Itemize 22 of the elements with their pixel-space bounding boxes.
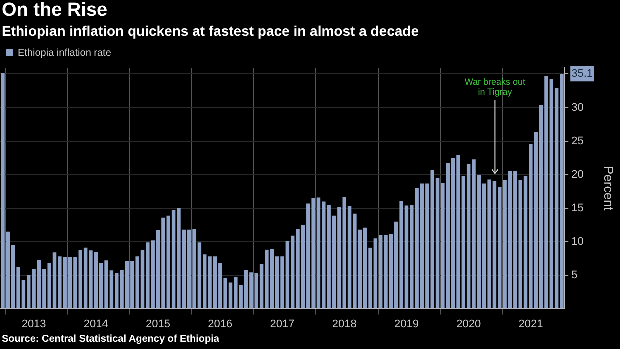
y-tick-label: 10 [572, 236, 584, 248]
y-tick-label: 20 [572, 169, 584, 182]
y-axis-title: Percent [601, 166, 616, 212]
x-tick-label: 2021 [518, 318, 544, 330]
y-tick-label: 5 [572, 269, 578, 282]
x-tick-label: 2019 [394, 318, 419, 330]
x-tick-label: 2020 [456, 318, 482, 330]
y-tick-label: 15 [572, 202, 584, 214]
x-tick-label: 2016 [208, 318, 233, 330]
annotation: War breaks out in Tigray [464, 77, 526, 98]
y-tick-label: 30 [572, 102, 584, 114]
y-tick-label: 35.1 [572, 68, 594, 80]
x-tick-label: 2014 [84, 318, 108, 330]
y-tick-label: 25 [572, 136, 584, 148]
legend-label: Ethiopia inflation rate [18, 48, 112, 59]
x-tick-label: 2018 [332, 318, 357, 330]
x-tick-label: 2015 [146, 318, 171, 330]
chart-title: On the Rise [2, 0, 108, 22]
x-tick-label: 2017 [270, 318, 295, 330]
chart-subtitle: Ethiopian inflation quickens at fastest pace in almost a decade [2, 23, 419, 39]
x-tick-label: 2013 [22, 318, 46, 330]
source-note: Source: Central Statistical Agency of Ethiopia [2, 334, 220, 345]
